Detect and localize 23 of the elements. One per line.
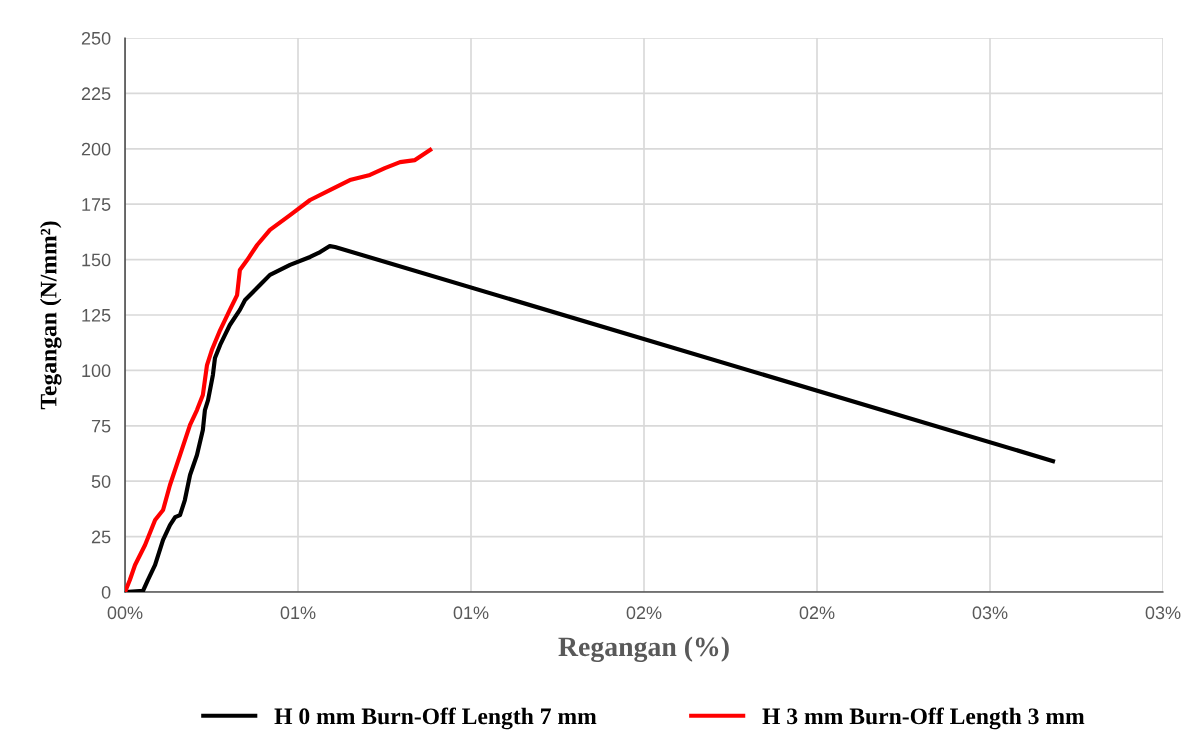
x-tick-label: 01% bbox=[280, 606, 316, 620]
x-tick-label: 01% bbox=[453, 606, 489, 620]
y-tick-label: 100 bbox=[82, 364, 111, 378]
legend-label: H 3 mm Burn-Off Length 3 mm bbox=[762, 707, 1085, 730]
line-series bbox=[125, 147, 433, 592]
y-tick-label: 225 bbox=[81, 87, 111, 101]
x-tick-label: 03% bbox=[1145, 606, 1181, 620]
y-tick-label: 25 bbox=[91, 530, 111, 544]
legend-label: H 0 mm Burn-Off Length 7 mm bbox=[274, 707, 597, 730]
x-tick-label: 03% bbox=[972, 606, 1008, 620]
y-tick-label: 200 bbox=[81, 142, 111, 156]
y-tick-label: 125 bbox=[82, 308, 111, 322]
x-tick-label: 02% bbox=[799, 606, 835, 620]
x-tick-label: 00% bbox=[107, 606, 143, 620]
y-tick-label: 150 bbox=[82, 253, 111, 267]
y-tick-label: 175 bbox=[82, 198, 111, 211]
y-tick-label: 0 bbox=[101, 585, 111, 599]
y-tick-label: 50 bbox=[91, 475, 111, 488]
y-tick-label: 75 bbox=[91, 419, 111, 433]
x-tick-label: 02% bbox=[626, 606, 662, 620]
y-tick-label: 250 bbox=[81, 31, 111, 45]
y-axis-title: Tegangan (N/mm²) bbox=[39, 221, 62, 410]
x-axis-title: Regangan (%) bbox=[558, 636, 729, 663]
